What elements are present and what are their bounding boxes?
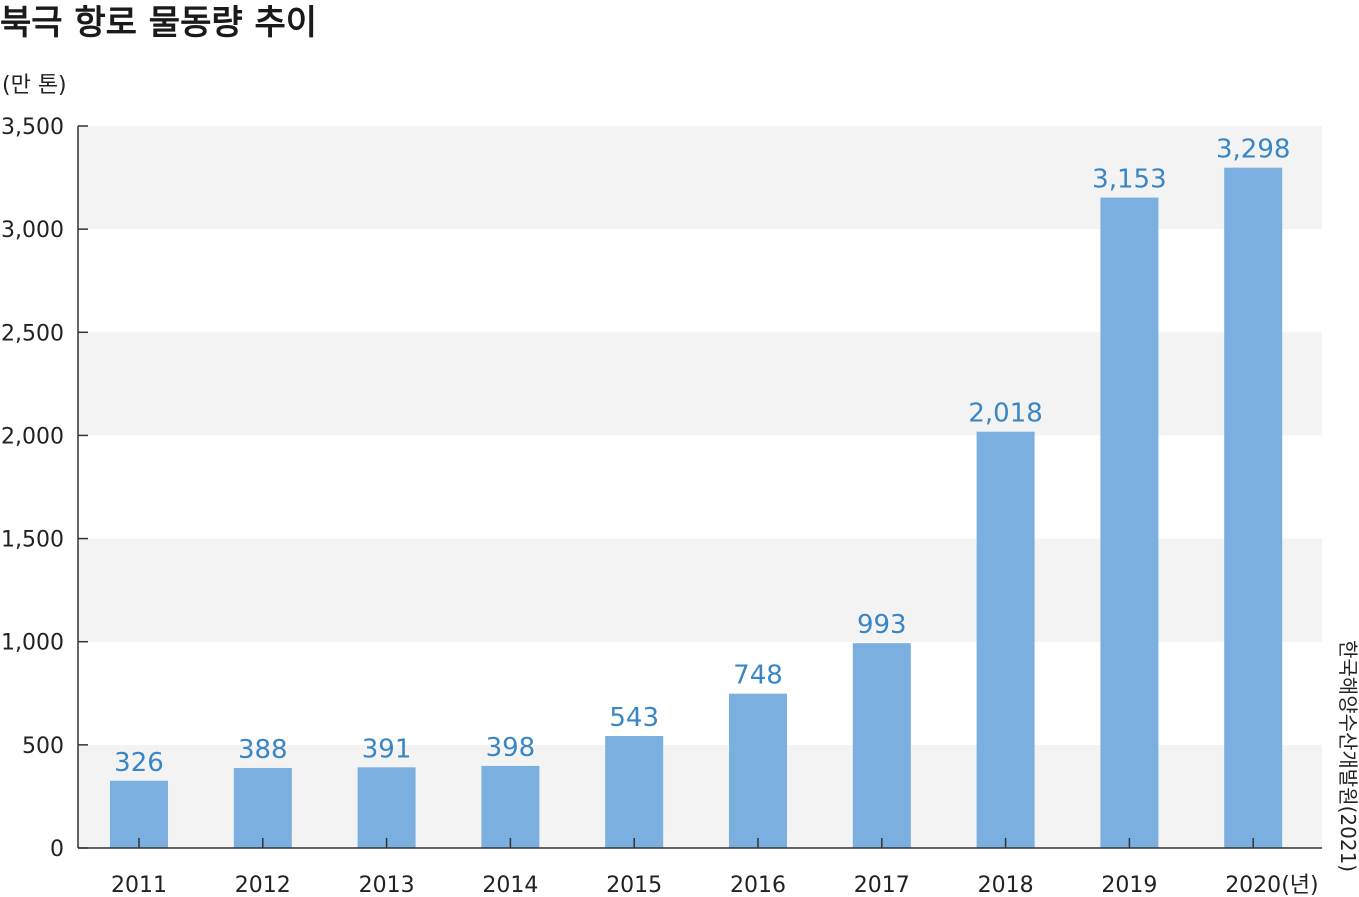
y-tick-label: 0 bbox=[50, 837, 64, 862]
bar-value-label: 398 bbox=[486, 733, 536, 763]
x-tick-label: 2013 bbox=[359, 873, 415, 897]
x-tick-label: 2011 bbox=[111, 873, 167, 897]
x-tick-label: 2017 bbox=[854, 873, 910, 897]
x-axis-unit-label: (년) bbox=[1281, 873, 1318, 897]
y-tick-label: 2,500 bbox=[1, 321, 64, 346]
bar-2016 bbox=[729, 693, 787, 848]
bar-value-label: 543 bbox=[609, 703, 659, 733]
x-tick-label: 2014 bbox=[482, 873, 538, 897]
bar-value-label: 3,298 bbox=[1216, 135, 1290, 165]
bar-2018 bbox=[976, 431, 1035, 848]
bar-value-label: 388 bbox=[238, 735, 288, 765]
y-tick-label: 500 bbox=[22, 734, 64, 759]
bar-value-label: 993 bbox=[857, 610, 907, 640]
x-tick-label: 2015 bbox=[606, 873, 662, 897]
bar-2019 bbox=[1100, 197, 1159, 848]
y-tick-label: 3,500 bbox=[1, 115, 64, 140]
bar-2017 bbox=[852, 643, 911, 848]
x-axis: 2011 2012 2013 2014 2015 2016 2017 2018 2019 2020… bbox=[78, 838, 1322, 897]
bar-2014 bbox=[481, 765, 540, 848]
y-tick-label: 2,000 bbox=[1, 424, 64, 449]
y-tick-label: 3,000 bbox=[1, 218, 64, 243]
bar-value-label: 3,153 bbox=[1092, 165, 1166, 195]
bar-2011 bbox=[110, 780, 168, 848]
bar-2012 bbox=[233, 767, 292, 848]
y-axis-unit-label: (만 톤) bbox=[2, 73, 67, 98]
value-labels: 326 388 391 398 543 748 993 2,018 3,153 3,298 bbox=[114, 135, 1290, 778]
source-label: 한국해양수산개발원(2021) bbox=[1336, 640, 1359, 872]
y-tick-label: 1,000 bbox=[1, 631, 64, 656]
x-tick-label: 2018 bbox=[978, 873, 1034, 897]
x-tick-label: 2020(년) bbox=[1225, 873, 1318, 897]
x-tick-label: 2019 bbox=[1101, 873, 1157, 897]
bar-2013 bbox=[357, 767, 416, 848]
bar-value-label: 2,018 bbox=[968, 399, 1042, 429]
chart-title: 북극 항로 물동량 추이 bbox=[0, 3, 317, 43]
bar-2020 bbox=[1224, 167, 1283, 849]
bar-value-label: 391 bbox=[362, 734, 412, 764]
bars bbox=[110, 167, 1283, 849]
bar-2015 bbox=[605, 735, 664, 848]
bar-value-label: 748 bbox=[733, 661, 783, 691]
y-axis: 0 500 1,000 1,500 2,000 2,500 3,000 3,500 bbox=[1, 115, 88, 862]
x-tick-label: 2016 bbox=[730, 873, 786, 897]
y-tick-label: 1,500 bbox=[1, 528, 64, 553]
bar-value-label: 326 bbox=[114, 748, 164, 778]
x-tick-label: 2012 bbox=[235, 873, 291, 897]
